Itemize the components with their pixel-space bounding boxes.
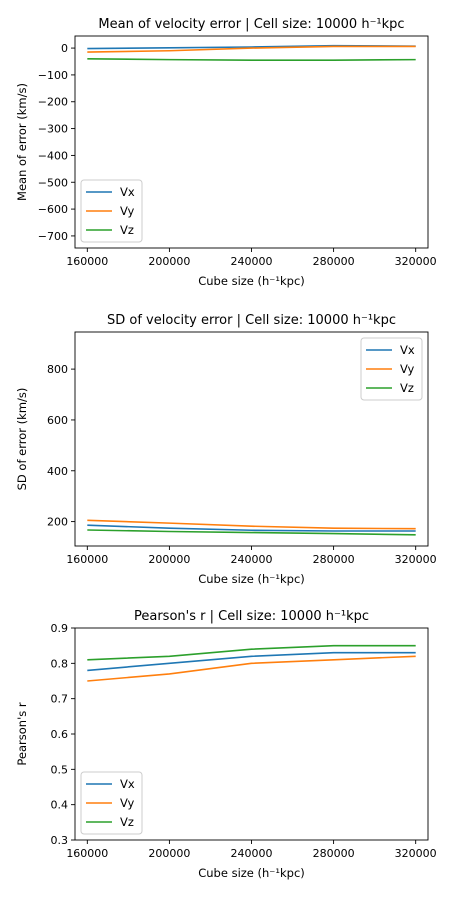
x-tick-label: 160000 [66, 255, 108, 268]
y-tick-label: 0.4 [51, 799, 69, 812]
series-line-vy [87, 656, 415, 681]
x-tick-label: 320000 [395, 255, 437, 268]
chart-title: Pearson's r | Cell size: 10000 h⁻¹kpc [134, 609, 369, 624]
y-tick-label: 0.7 [51, 693, 69, 706]
legend-label-vz: Vz [120, 815, 134, 829]
series-line-vx [87, 653, 415, 671]
legend: Vx Vy Vz [361, 338, 422, 400]
y-tick-label: 0.8 [51, 657, 69, 670]
chart-panel-3: 160000 200000 240000 280000 320000 0.3 0.4 0.5 0… [15, 609, 437, 880]
chart-panel-1: 160000 200000 240000 280000 320000 0 −100 −200 −… [15, 17, 437, 288]
x-tick-label: 280000 [313, 847, 355, 860]
legend-label-vz: Vz [400, 381, 414, 395]
chart-title: SD of velocity error | Cell size: 10000 … [107, 313, 396, 328]
x-tick-label: 320000 [395, 553, 437, 566]
x-tick-label: 280000 [313, 255, 355, 268]
legend-label-vy: Vy [120, 796, 135, 810]
series-line-vz [87, 59, 415, 60]
x-tick-label: 240000 [231, 553, 273, 566]
y-tick-label: −400 [38, 149, 68, 162]
y-tick-label: −200 [38, 96, 68, 109]
y-tick-label: 0.3 [51, 834, 69, 847]
x-tick-label: 200000 [148, 255, 190, 268]
x-tick-label: 160000 [66, 553, 108, 566]
legend-label-vx: Vx [120, 185, 135, 199]
x-tick-label: 200000 [148, 553, 190, 566]
y-tick-label: 0.5 [51, 763, 69, 776]
x-axis-label: Cube size (h⁻¹kpc) [198, 274, 305, 288]
legend-label-vy: Vy [120, 204, 135, 218]
y-tick-label: −700 [38, 230, 68, 243]
chart-panel-2: 160000 200000 240000 280000 320000 200 400 600 8… [15, 313, 437, 586]
y-tick-label: 800 [47, 363, 68, 376]
x-tick-label: 320000 [395, 847, 437, 860]
legend: Vx Vy Vz [81, 180, 142, 242]
y-tick-label: 400 [47, 465, 68, 478]
y-tick-label: 600 [47, 414, 68, 427]
y-tick-label: −600 [38, 203, 68, 216]
y-tick-label: −300 [38, 123, 68, 136]
legend-label-vz: Vz [120, 223, 134, 237]
y-tick-label: 0.6 [51, 728, 69, 741]
legend-label-vx: Vx [400, 343, 415, 357]
y-tick-label: 200 [47, 516, 68, 529]
y-tick-label: −100 [38, 69, 68, 82]
legend-label-vy: Vy [400, 362, 415, 376]
x-tick-label: 280000 [313, 553, 355, 566]
x-axis-label: Cube size (h⁻¹kpc) [198, 866, 305, 880]
x-tick-label: 240000 [231, 847, 273, 860]
y-tick-label: −500 [38, 176, 68, 189]
x-tick-label: 160000 [66, 847, 108, 860]
x-tick-label: 240000 [231, 255, 273, 268]
series-line-vy [87, 46, 415, 52]
y-tick-label: 0.9 [51, 622, 69, 635]
legend: Vx Vy Vz [81, 772, 142, 834]
x-tick-label: 200000 [148, 847, 190, 860]
y-tick-label: 0 [61, 42, 68, 55]
y-axis-label: SD of error (km/s) [15, 388, 29, 491]
chart-title: Mean of velocity error | Cell size: 1000… [98, 17, 404, 32]
x-axis-label: Cube size (h⁻¹kpc) [198, 572, 305, 586]
legend-label-vx: Vx [120, 777, 135, 791]
y-axis-label: Pearson's r [15, 702, 29, 765]
y-axis-label: Mean of error (km/s) [15, 83, 29, 201]
